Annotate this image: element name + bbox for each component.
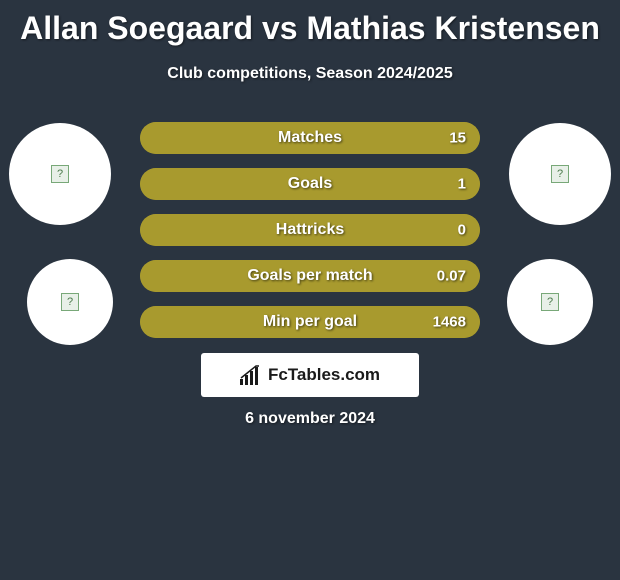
player2-avatar-large: ? (509, 123, 611, 225)
stat-bar: Goals per match 0.07 (140, 260, 480, 292)
stat-label: Goals per match (247, 267, 372, 285)
brand-badge: FcTables.com (201, 353, 419, 397)
stat-value: 1 (458, 176, 466, 193)
page-title: Allan Soegaard vs Mathias Kristensen (0, 0, 620, 47)
stat-value: 1468 (433, 314, 466, 331)
broken-image-icon: ? (61, 293, 79, 311)
brand-text: FcTables.com (268, 365, 380, 385)
broken-image-icon: ? (551, 165, 569, 183)
stat-label: Hattricks (276, 221, 344, 239)
stat-bar: Goals 1 (140, 168, 480, 200)
stat-value: 0.07 (437, 268, 466, 285)
stat-bar: Hattricks 0 (140, 214, 480, 246)
stat-label: Matches (278, 129, 342, 147)
stat-label: Min per goal (263, 313, 357, 331)
chart-icon (240, 365, 262, 385)
player1-avatar-large: ? (9, 123, 111, 225)
stat-value: 0 (458, 222, 466, 239)
footer-date: 6 november 2024 (0, 410, 620, 428)
stat-bar: Min per goal 1468 (140, 306, 480, 338)
player1-avatar-small: ? (27, 259, 113, 345)
player2-avatar-small: ? (507, 259, 593, 345)
stats-container: Matches 15 Goals 1 Hattricks 0 Goals per match… (140, 122, 480, 352)
stat-bar: Matches 15 (140, 122, 480, 154)
stat-label: Goals (288, 175, 332, 193)
broken-image-icon: ? (51, 165, 69, 183)
stat-value: 15 (449, 130, 466, 147)
page-subtitle: Club competitions, Season 2024/2025 (0, 65, 620, 83)
broken-image-icon: ? (541, 293, 559, 311)
